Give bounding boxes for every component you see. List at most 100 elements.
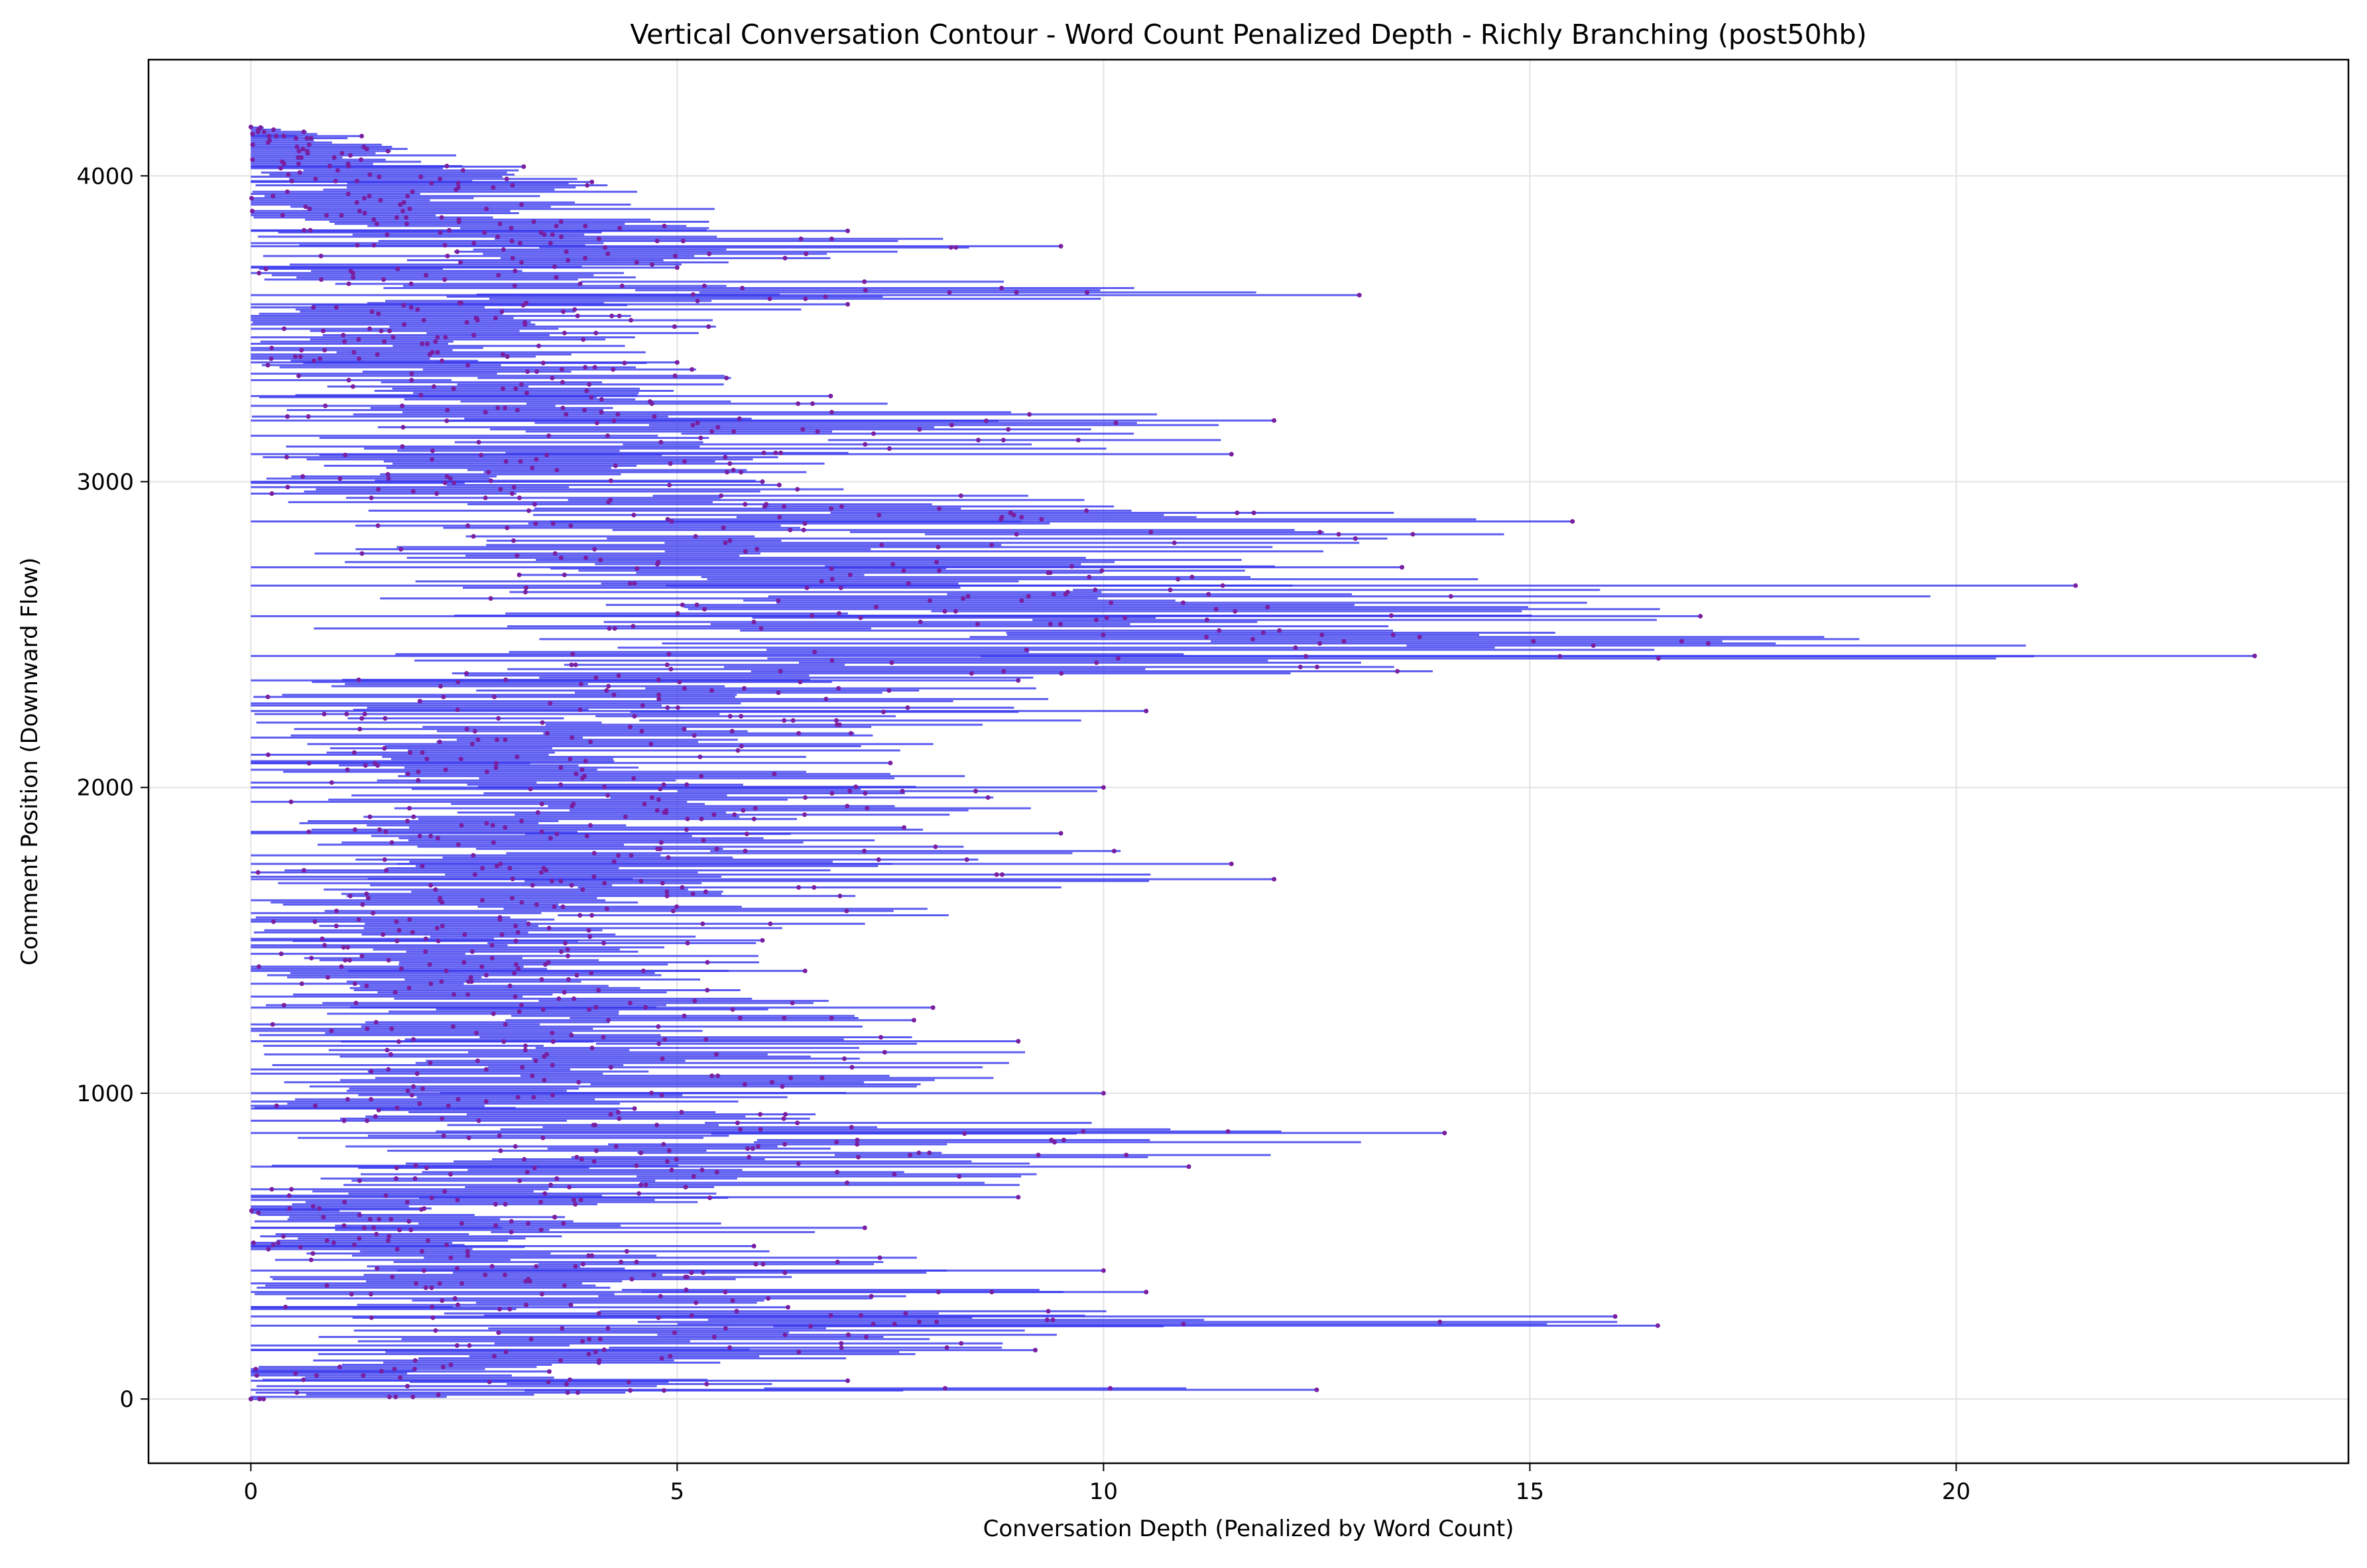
- comment-point: [526, 508, 532, 513]
- comment-point: [1019, 514, 1024, 520]
- comment-point: [769, 1079, 774, 1085]
- comment-point: [1204, 617, 1209, 623]
- comment-point: [608, 1065, 613, 1070]
- comment-point: [1093, 587, 1098, 593]
- comment-point: [1084, 508, 1089, 513]
- comment-point: [342, 1199, 347, 1205]
- comment-point: [800, 427, 806, 432]
- comment-point: [248, 124, 253, 129]
- comment-point: [377, 827, 382, 832]
- comment-point: [505, 525, 510, 530]
- comment-point: [369, 1097, 374, 1102]
- comment-point: [363, 762, 368, 768]
- comment-point: [342, 339, 347, 344]
- comment-point: [458, 300, 463, 306]
- comment-point: [518, 459, 523, 464]
- comment-point: [385, 149, 391, 154]
- comment-point: [584, 833, 589, 839]
- comment-point: [699, 774, 704, 779]
- comment-point: [847, 788, 853, 794]
- comment-point: [276, 1240, 281, 1245]
- comment-point: [936, 544, 941, 550]
- comment-point: [631, 513, 637, 518]
- comment-point: [258, 125, 263, 130]
- comment-point: [271, 194, 276, 199]
- comment-point: [561, 309, 566, 314]
- comment-point: [819, 1075, 825, 1081]
- comment-point: [357, 1178, 362, 1183]
- comment-point: [511, 538, 516, 543]
- comment-point: [538, 870, 544, 875]
- comment-point: [394, 215, 399, 220]
- comment-point: [953, 245, 959, 250]
- comment-point: [876, 857, 881, 863]
- comment-point: [585, 183, 590, 188]
- comment-point: [586, 1253, 591, 1258]
- comment-point: [446, 1103, 451, 1109]
- comment-point: [469, 949, 475, 954]
- comment-point: [394, 1105, 400, 1111]
- comment-point: [337, 1364, 342, 1370]
- comment-point: [488, 596, 493, 601]
- comment-point: [1144, 1290, 1149, 1295]
- comment-point: [452, 1296, 457, 1301]
- comment-point: [280, 213, 285, 218]
- comment-point: [886, 446, 892, 452]
- comment-point: [359, 953, 365, 959]
- comment-point: [744, 831, 749, 837]
- comment-point: [755, 1144, 760, 1149]
- comment-point: [664, 1159, 670, 1164]
- comment-point: [745, 1146, 751, 1151]
- comment-point: [709, 688, 715, 693]
- comment-point: [440, 1364, 446, 1370]
- comment-point: [863, 288, 868, 293]
- comment-point: [544, 731, 550, 736]
- comment-point: [863, 442, 868, 447]
- comment-point: [1014, 290, 1019, 295]
- comment-point: [721, 525, 726, 530]
- comment-point: [719, 493, 724, 499]
- comment-point: [518, 1002, 524, 1008]
- comment-point: [413, 1281, 418, 1286]
- comment-point: [782, 718, 787, 723]
- comment-point: [917, 427, 922, 432]
- comment-point: [759, 626, 764, 631]
- comment-point: [709, 429, 715, 434]
- comment-point: [890, 562, 896, 567]
- comment-point: [437, 1281, 442, 1286]
- comment-point: [705, 960, 710, 965]
- comment-point: [862, 849, 867, 854]
- comment-point: [515, 553, 520, 558]
- comment-point: [509, 239, 515, 244]
- comment-point: [668, 1354, 673, 1359]
- comment-point: [864, 1335, 869, 1340]
- comment-point: [845, 228, 851, 233]
- comment-point: [1341, 638, 1347, 644]
- comment-point: [476, 1118, 481, 1123]
- comment-point: [484, 206, 489, 211]
- comment-point: [1081, 1129, 1086, 1134]
- comment-point: [1442, 1130, 1447, 1136]
- comment-point: [424, 272, 429, 278]
- comment-point: [455, 180, 461, 186]
- comment-point: [888, 760, 893, 766]
- comment-point: [442, 1189, 448, 1194]
- comment-point: [304, 136, 310, 141]
- comment-point: [540, 720, 545, 725]
- comment-point: [695, 298, 700, 304]
- comment-point: [345, 945, 350, 950]
- comment-point: [503, 1272, 508, 1278]
- comment-point: [405, 1384, 410, 1389]
- comment-point: [303, 204, 308, 210]
- comment-point: [627, 581, 633, 586]
- comment-point: [525, 369, 530, 374]
- comment-point: [1531, 638, 1536, 644]
- comment-point: [428, 981, 434, 987]
- comment-point: [634, 260, 639, 265]
- comment-point: [433, 887, 438, 892]
- comment-point: [558, 765, 564, 770]
- comment-point: [1032, 1347, 1038, 1353]
- comment-point: [416, 778, 421, 783]
- comment-point: [668, 666, 674, 672]
- comment-point: [667, 483, 672, 488]
